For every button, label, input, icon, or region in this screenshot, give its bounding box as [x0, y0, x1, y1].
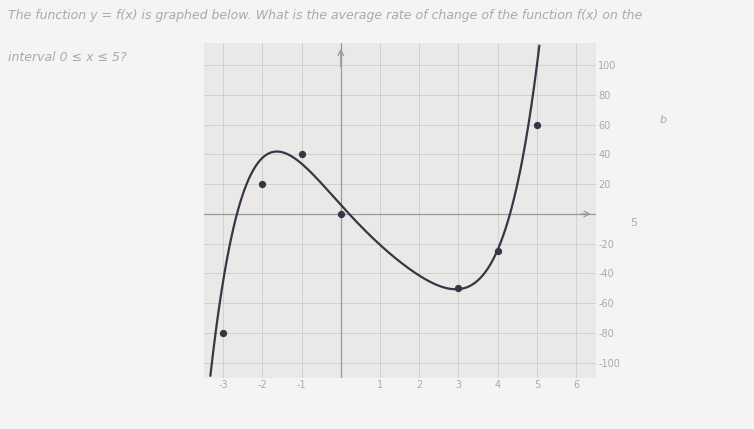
Text: 5: 5: [630, 218, 637, 228]
Point: [256, 181, 268, 187]
Point: [452, 285, 464, 292]
Point: [217, 329, 229, 336]
Point: [531, 121, 543, 128]
Point: [296, 151, 308, 158]
Text: interval 0 ≤ x ≤ 5?: interval 0 ≤ x ≤ 5?: [8, 51, 126, 64]
Point: [492, 248, 504, 254]
Text: The function y = f(x) is graphed below. What is the average rate of change of th: The function y = f(x) is graphed below. …: [8, 9, 642, 21]
Point: [335, 211, 347, 218]
Text: b: b: [660, 115, 667, 125]
